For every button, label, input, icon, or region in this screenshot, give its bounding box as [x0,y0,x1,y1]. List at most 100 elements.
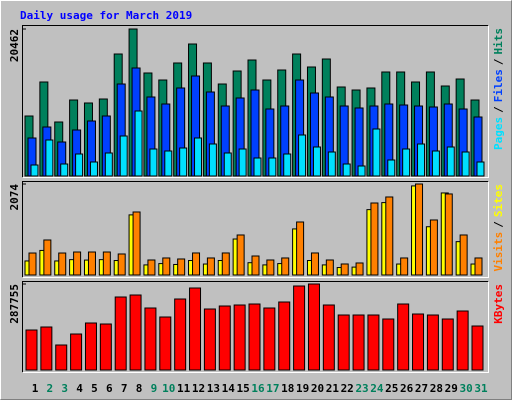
bar [25,329,38,371]
bar [70,333,83,371]
legend: Pages / Files / Hits [492,28,505,150]
bar [342,163,351,177]
x-tick-label: 2 [47,382,54,395]
bar [192,252,201,276]
bar [218,305,231,371]
bar [444,193,453,276]
bar [84,322,97,371]
bar [134,110,143,177]
bar [55,344,68,371]
bar [174,298,187,371]
plot-border-dark [22,281,489,373]
x-tick-label: 3 [61,382,68,395]
bar [189,287,202,371]
bar [340,263,349,276]
x-tick-label: 18 [281,382,294,395]
legend-entry: Sites [492,184,505,217]
bar [352,314,365,371]
bar [164,150,173,177]
bar [476,161,485,177]
bar [312,146,321,177]
bar [117,253,126,276]
x-tick-label: 25 [385,382,398,395]
bar [114,296,127,371]
bar [385,196,394,276]
bar [293,285,306,371]
x-tick-label: 4 [76,382,83,395]
bar [471,325,484,371]
y-tick-label: 287755 [8,284,21,324]
bar [60,163,69,177]
bar [99,323,112,371]
bar [397,303,410,371]
plot-border-light [22,25,489,178]
y-tick-label: 2074 [8,184,21,211]
legend: Visits / Sites [492,184,505,272]
bar [89,161,98,177]
bar [132,211,141,276]
x-tick-label: 24 [370,382,384,395]
legend-separator: / [492,221,505,228]
legend-separator: / [492,58,505,65]
bar [144,307,157,371]
bar [337,314,350,371]
x-tick-label: 11 [177,382,191,395]
bar [325,259,334,276]
bar [266,259,275,276]
bar [327,151,336,177]
bar [87,251,96,276]
bar [162,257,171,276]
x-tick-label: 12 [192,382,205,395]
bar [102,251,111,276]
x-tick-label: 26 [400,382,414,395]
bar [177,258,186,276]
bar [298,134,307,177]
bar [28,252,37,276]
bar [238,148,247,177]
legend-entry: Files [492,69,505,102]
bar [412,313,425,371]
bar [58,252,67,276]
bar [382,318,395,371]
x-tick-label: 29 [445,382,458,395]
x-tick-label: 5 [91,382,98,395]
bar [459,234,468,276]
bar [149,148,158,177]
bar [426,314,439,371]
bar [400,257,409,276]
x-tick-label: 28 [430,382,443,395]
plot-border-dark [22,181,489,278]
bar [129,294,142,371]
bar [429,219,438,276]
x-tick-label: 23 [355,382,368,395]
x-tick-label: 13 [207,382,220,395]
bar [263,307,276,371]
legend-entry: Pages [492,117,505,150]
bar [104,152,113,177]
bar [159,316,172,371]
bar [415,183,424,276]
legend-entry: Hits [492,28,505,55]
bar [456,310,469,371]
bar [119,135,128,177]
bar [203,308,216,371]
bar [417,143,426,177]
x-tick-label: 20 [311,382,324,395]
bar [30,164,39,177]
bar [233,304,246,371]
bar [357,165,366,177]
x-tick-label: 21 [326,382,340,395]
bar [387,159,396,177]
bar [367,314,380,371]
x-tick-label: 7 [121,382,128,395]
x-tick-label: 16 [251,382,265,395]
bar [402,148,411,177]
legend-entry: Visits [492,232,505,272]
x-tick-label: 15 [237,382,250,395]
bar [73,251,82,276]
legend-separator: / [492,106,505,113]
bar [355,262,364,276]
bar [194,137,203,177]
bar [251,255,260,276]
